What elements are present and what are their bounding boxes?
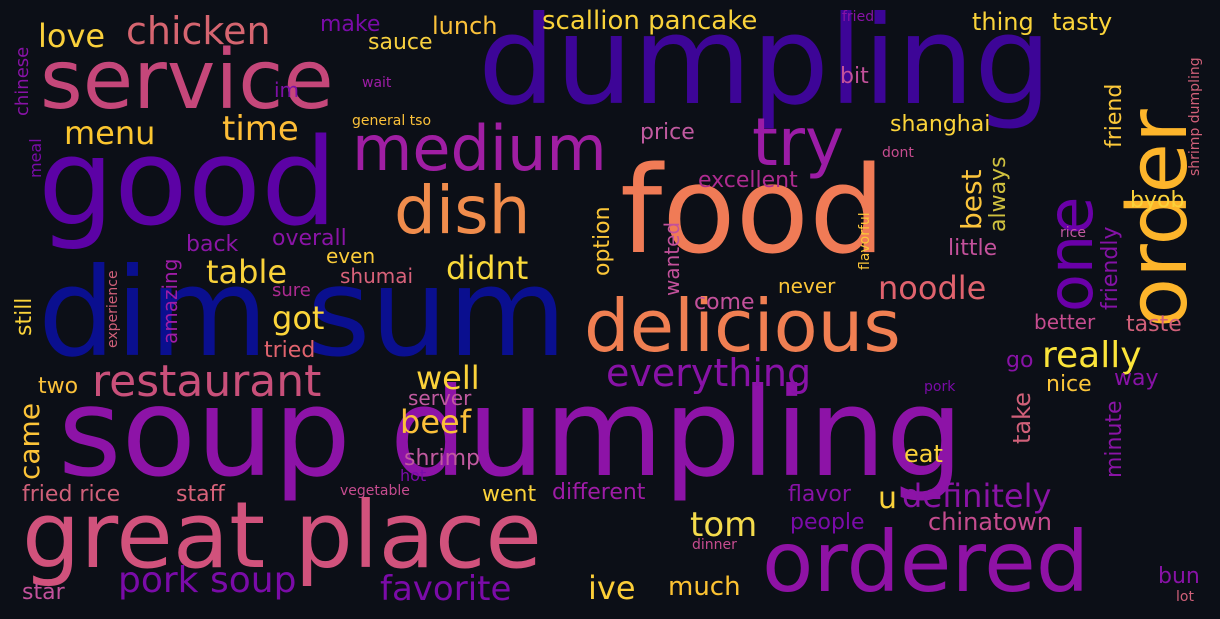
- word: service: [40, 33, 334, 128]
- word: option: [590, 206, 615, 276]
- word: menu: [64, 114, 156, 152]
- word: shumai: [340, 264, 414, 288]
- word: lunch: [432, 12, 498, 40]
- word: never: [778, 274, 836, 298]
- word: sauce: [368, 30, 433, 55]
- word: medium: [352, 112, 607, 185]
- word: taste: [1126, 312, 1182, 337]
- word: different: [552, 480, 646, 505]
- word: take: [1008, 392, 1036, 444]
- word: love: [38, 17, 106, 55]
- word: flavorful: [857, 212, 873, 270]
- word: great place: [22, 482, 543, 589]
- word: vegetable: [340, 483, 410, 499]
- word: got: [272, 299, 325, 337]
- word: fried rice: [22, 482, 121, 507]
- word: sure: [272, 280, 311, 301]
- word: excellent: [698, 168, 798, 193]
- word: much: [668, 572, 741, 602]
- word: dumpling: [478, 0, 1052, 132]
- word: server: [408, 386, 472, 410]
- word: come: [694, 290, 755, 315]
- word: minute: [1102, 400, 1127, 478]
- word: still: [12, 297, 37, 336]
- word: favorite: [380, 569, 512, 609]
- word: food: [620, 142, 886, 281]
- word: bit: [840, 64, 869, 89]
- word: scallion pancake: [542, 6, 758, 36]
- word: friend: [1102, 83, 1127, 148]
- word: chinese: [12, 46, 33, 116]
- word: amazing: [158, 258, 182, 344]
- word: pork: [924, 379, 956, 395]
- word: wanted: [660, 221, 684, 296]
- word: im: [274, 78, 300, 102]
- word: pork soup: [118, 560, 297, 601]
- word: ordered: [762, 513, 1090, 611]
- word: one: [1034, 196, 1107, 312]
- word: came: [13, 402, 46, 480]
- word: dish: [394, 172, 531, 249]
- word: restaurant: [92, 356, 322, 407]
- word: delicious: [584, 284, 901, 368]
- word: even: [326, 244, 376, 268]
- word: tom: [690, 505, 758, 545]
- word: overall: [272, 226, 347, 251]
- word: ive: [588, 569, 636, 607]
- word: flavor: [788, 482, 851, 507]
- word: lot: [1176, 589, 1194, 605]
- word: staff: [176, 482, 225, 507]
- word: time: [222, 109, 299, 149]
- word: fried: [842, 9, 875, 25]
- word: experience: [105, 270, 121, 348]
- word: really: [1042, 335, 1142, 376]
- word: noodle: [878, 269, 987, 307]
- word: wait: [362, 75, 392, 91]
- word: beef: [400, 403, 471, 441]
- word: two: [38, 374, 79, 399]
- word: soup dumpling: [58, 362, 964, 504]
- word: try: [752, 104, 845, 181]
- word: little: [948, 236, 998, 261]
- word: star: [22, 580, 65, 605]
- word: dinner: [692, 537, 737, 553]
- word: price: [640, 120, 695, 145]
- word: general tso: [352, 113, 432, 129]
- word: well: [416, 359, 480, 397]
- word: go: [1006, 348, 1034, 373]
- word: shrimp: [404, 446, 480, 471]
- word: dont: [882, 145, 914, 161]
- word: nice: [1046, 372, 1092, 397]
- word: best: [955, 169, 988, 230]
- word: good: [38, 114, 338, 253]
- word: people: [790, 510, 865, 535]
- word: way: [1114, 366, 1159, 391]
- word: everything: [606, 351, 812, 395]
- word: definitely: [902, 477, 1052, 515]
- word: rice: [1060, 225, 1086, 241]
- word: better: [1034, 310, 1096, 334]
- word: tasty: [1052, 8, 1113, 36]
- word: back: [186, 232, 239, 257]
- word: meal: [26, 138, 45, 178]
- word: dim sum: [38, 242, 567, 384]
- word: eat: [904, 440, 943, 468]
- word: shanghai: [890, 112, 991, 137]
- word: table: [206, 253, 288, 291]
- word: byob: [1130, 188, 1185, 213]
- word: shrimp dumpling: [1187, 57, 1203, 176]
- word: make: [320, 12, 381, 37]
- word: bun: [1158, 564, 1200, 589]
- word: went: [482, 482, 537, 507]
- word: thing: [972, 8, 1034, 36]
- word: didnt: [446, 249, 529, 287]
- word: hot: [400, 466, 427, 485]
- word: chicken: [126, 9, 271, 53]
- word: u: [878, 481, 898, 516]
- word: always: [986, 156, 1011, 232]
- word: tried: [264, 338, 316, 363]
- word: friendly: [1098, 226, 1123, 310]
- word: chinatown: [928, 508, 1052, 536]
